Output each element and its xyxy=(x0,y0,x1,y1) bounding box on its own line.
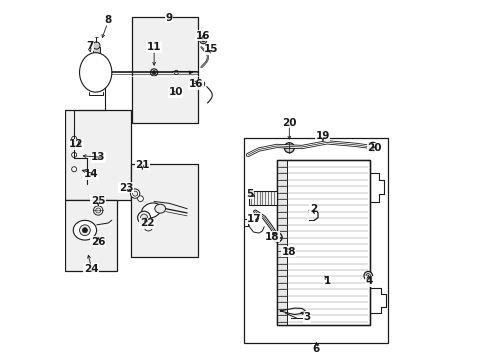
Text: 17: 17 xyxy=(247,214,261,224)
Text: 15: 15 xyxy=(204,45,218,54)
Ellipse shape xyxy=(80,53,112,92)
Circle shape xyxy=(272,233,282,242)
Circle shape xyxy=(152,71,156,74)
Text: 10: 10 xyxy=(168,87,183,97)
Circle shape xyxy=(199,37,206,44)
Text: 16: 16 xyxy=(195,31,210,41)
Text: 5: 5 xyxy=(246,189,253,199)
Text: 18: 18 xyxy=(281,247,295,257)
Text: 1: 1 xyxy=(323,276,330,286)
Text: 3: 3 xyxy=(303,312,310,322)
Text: 26: 26 xyxy=(91,237,105,247)
Text: 20: 20 xyxy=(282,118,296,128)
Text: 18: 18 xyxy=(264,232,279,242)
Circle shape xyxy=(201,39,204,42)
Circle shape xyxy=(96,208,101,213)
Text: 4: 4 xyxy=(365,276,372,286)
Text: 8: 8 xyxy=(103,15,111,26)
Circle shape xyxy=(203,47,209,53)
Text: 9: 9 xyxy=(165,13,172,23)
Ellipse shape xyxy=(155,204,165,213)
Bar xyxy=(131,17,198,123)
Ellipse shape xyxy=(73,220,96,240)
Circle shape xyxy=(198,81,204,87)
Circle shape xyxy=(93,42,100,49)
Bar xyxy=(131,164,198,257)
Bar xyxy=(276,160,369,325)
Circle shape xyxy=(95,238,99,242)
Bar xyxy=(249,192,276,205)
Text: 6: 6 xyxy=(312,344,319,354)
Text: 2: 2 xyxy=(309,204,316,215)
Text: 14: 14 xyxy=(83,169,98,179)
Bar xyxy=(65,200,117,271)
Circle shape xyxy=(130,189,140,198)
Circle shape xyxy=(150,69,158,76)
Circle shape xyxy=(132,191,137,196)
Bar xyxy=(276,160,369,325)
Circle shape xyxy=(82,228,87,233)
Text: 21: 21 xyxy=(135,159,149,170)
Circle shape xyxy=(366,274,369,278)
Circle shape xyxy=(93,237,100,244)
Text: 20: 20 xyxy=(366,143,381,153)
Text: 22: 22 xyxy=(140,218,154,228)
Text: 7: 7 xyxy=(86,41,93,50)
Circle shape xyxy=(363,271,372,280)
Circle shape xyxy=(284,143,294,153)
Text: 13: 13 xyxy=(91,152,105,162)
Text: 12: 12 xyxy=(68,139,83,149)
Text: 24: 24 xyxy=(83,264,98,274)
Circle shape xyxy=(367,142,377,152)
Ellipse shape xyxy=(142,203,161,218)
Bar xyxy=(244,138,387,343)
Text: 25: 25 xyxy=(91,196,105,206)
Text: 16: 16 xyxy=(188,79,203,89)
Circle shape xyxy=(137,196,143,202)
Circle shape xyxy=(137,211,150,224)
Circle shape xyxy=(72,167,77,172)
Circle shape xyxy=(144,222,152,231)
Circle shape xyxy=(72,136,77,141)
Text: 19: 19 xyxy=(315,131,329,141)
Bar xyxy=(93,47,100,53)
Circle shape xyxy=(174,70,178,75)
Bar xyxy=(276,160,286,325)
Circle shape xyxy=(93,206,102,215)
Circle shape xyxy=(80,225,90,235)
Bar xyxy=(65,110,131,200)
Text: 23: 23 xyxy=(119,183,133,193)
Circle shape xyxy=(140,214,147,221)
Circle shape xyxy=(200,82,203,85)
Text: 11: 11 xyxy=(146,42,161,52)
Circle shape xyxy=(72,152,77,157)
